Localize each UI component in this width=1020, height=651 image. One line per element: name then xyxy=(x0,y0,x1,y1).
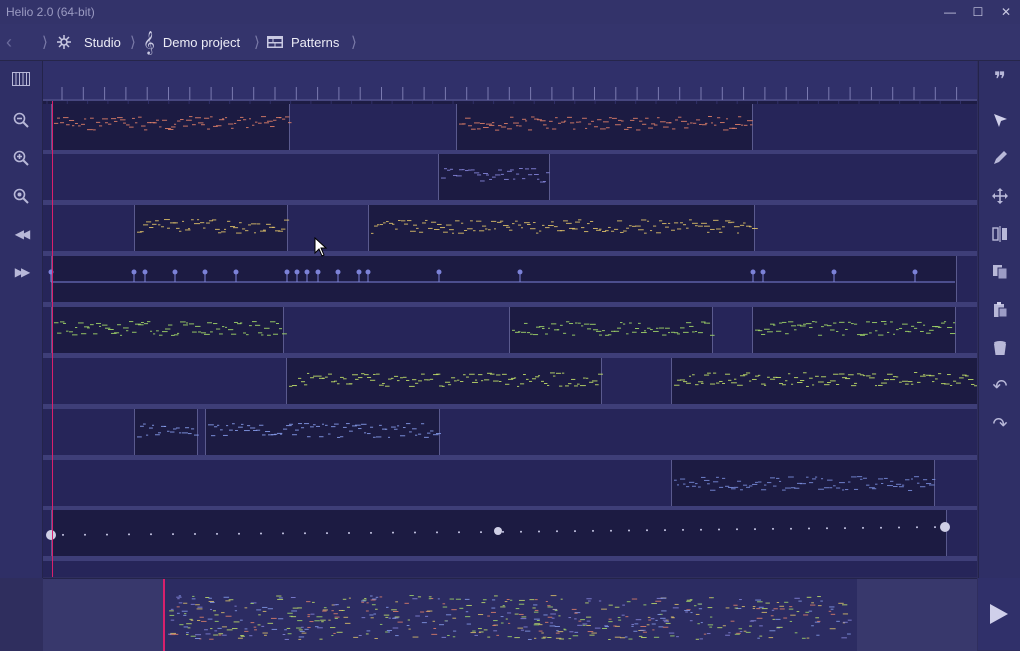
ruler-ticks xyxy=(43,87,977,101)
annotations-icon: ❞ xyxy=(994,68,1006,91)
breadcrumb-label: Demo project xyxy=(162,34,241,50)
mini-map[interactable] xyxy=(43,578,977,651)
maximize-icon: ☐ xyxy=(972,5,984,19)
treble-clef-icon: 𝄞 xyxy=(143,30,155,54)
copy-icon xyxy=(993,265,1008,280)
redo-button[interactable]: ↷ xyxy=(986,410,1014,438)
breadcrumb-studio[interactable]: Studio xyxy=(56,24,121,60)
paste-button[interactable] xyxy=(986,296,1014,324)
maximize-button[interactable]: ☐ xyxy=(964,0,992,24)
cut-tool-button[interactable] xyxy=(986,220,1014,248)
title-bar: Helio 2.0 (64-bit) — ☐ ✕ xyxy=(0,0,1020,24)
zoom-out-button[interactable] xyxy=(7,106,35,134)
breadcrumb: ‹ ⟩ Studio ⟩ 𝄞 Demo project ⟩ Patterns ⟩ xyxy=(0,24,1020,61)
delete-button[interactable] xyxy=(986,334,1014,362)
piano-roll-icon xyxy=(12,72,30,86)
chevron-right-icon: ⟩ xyxy=(130,34,136,51)
cut-tool-icon xyxy=(992,226,1007,242)
studio-icon xyxy=(57,35,71,49)
lane-divider xyxy=(43,404,977,409)
pattern-clip[interactable] xyxy=(286,358,602,404)
mini-map-playhead xyxy=(163,579,165,651)
paste-icon xyxy=(994,302,1008,318)
lane-divider xyxy=(43,353,977,358)
lane-divider xyxy=(43,302,977,307)
pattern-canvas[interactable] xyxy=(43,101,977,577)
minimize-icon: — xyxy=(944,5,956,19)
right-toolbar: ❞ ↶ ↷ xyxy=(978,61,1020,578)
annotations-button[interactable]: ❞ xyxy=(986,65,1014,93)
lane-divider xyxy=(43,251,977,256)
redo-icon: ↷ xyxy=(992,413,1008,434)
breadcrumb-label: Studio xyxy=(84,34,121,50)
mini-map-notes xyxy=(168,595,852,640)
track-lane[interactable] xyxy=(43,409,977,455)
select-tool-button[interactable] xyxy=(986,106,1014,134)
breadcrumb-label: Patterns xyxy=(291,34,340,50)
chevron-right-icon: ⟩ xyxy=(254,34,260,51)
zoom-fit-icon xyxy=(13,188,29,204)
pattern-clip[interactable] xyxy=(51,307,284,353)
close-icon: ✕ xyxy=(1000,5,1012,19)
copy-button[interactable] xyxy=(986,258,1014,286)
play-icon xyxy=(990,604,1008,624)
minimize-button[interactable]: — xyxy=(936,0,964,24)
lane-divider xyxy=(43,200,977,205)
back-arrow-icon: ‹ xyxy=(6,31,12,52)
select-tool-icon xyxy=(994,114,1007,127)
pattern-clip[interactable] xyxy=(134,205,288,251)
patterns-icon xyxy=(267,36,283,48)
pattern-clip[interactable] xyxy=(509,307,713,353)
drag-tool-icon xyxy=(992,188,1008,204)
pattern-clip[interactable] xyxy=(671,460,935,506)
pattern-clip[interactable] xyxy=(752,307,956,353)
delete-icon xyxy=(994,341,1006,355)
mini-map-viewport[interactable] xyxy=(163,579,857,651)
play-button[interactable] xyxy=(978,578,1020,650)
playhead[interactable] xyxy=(52,101,53,577)
fast-forward-icon: ▶▶ xyxy=(14,265,31,279)
close-button[interactable]: ✕ xyxy=(992,0,1020,24)
zoom-out-icon xyxy=(13,112,29,128)
zoom-in-icon xyxy=(13,150,29,166)
rewind-icon: ◀◀ xyxy=(14,227,31,241)
lane-divider xyxy=(43,455,977,460)
pattern-clip[interactable] xyxy=(205,409,440,455)
breadcrumb-project[interactable]: 𝄞 Demo project xyxy=(143,24,240,60)
mouse-cursor-icon xyxy=(314,237,328,257)
left-toolbar: ◀◀ ▶▶ xyxy=(0,61,43,578)
pattern-clip[interactable] xyxy=(51,256,957,302)
piano-roll-button[interactable] xyxy=(7,65,35,93)
lane-divider xyxy=(43,506,977,511)
timeline-ruler[interactable] xyxy=(43,61,977,101)
undo-button[interactable]: ↶ xyxy=(986,372,1014,400)
drag-tool-button[interactable] xyxy=(986,182,1014,210)
back-button[interactable]: ‹ xyxy=(6,24,12,60)
undo-icon: ↶ xyxy=(992,375,1008,396)
rewind-button[interactable]: ◀◀ xyxy=(7,220,35,248)
zoom-in-button[interactable] xyxy=(7,144,35,172)
fast-forward-button[interactable]: ▶▶ xyxy=(7,258,35,286)
pen-tool-button[interactable] xyxy=(986,144,1014,172)
lane-divider xyxy=(43,150,977,155)
lane-divider xyxy=(43,556,977,561)
zoom-fit-button[interactable] xyxy=(7,182,35,210)
note-overlay xyxy=(46,116,977,540)
pattern-clip[interactable] xyxy=(134,409,198,455)
breadcrumb-patterns[interactable]: Patterns xyxy=(267,24,339,60)
pattern-clip[interactable] xyxy=(51,104,290,150)
chevron-right-icon: ⟩ xyxy=(42,34,48,51)
window-title: Helio 2.0 (64-bit) xyxy=(6,5,95,19)
track-lane[interactable] xyxy=(43,561,977,577)
chevron-right-icon: ⟩ xyxy=(351,34,357,51)
pen-tool-icon xyxy=(994,151,1007,164)
